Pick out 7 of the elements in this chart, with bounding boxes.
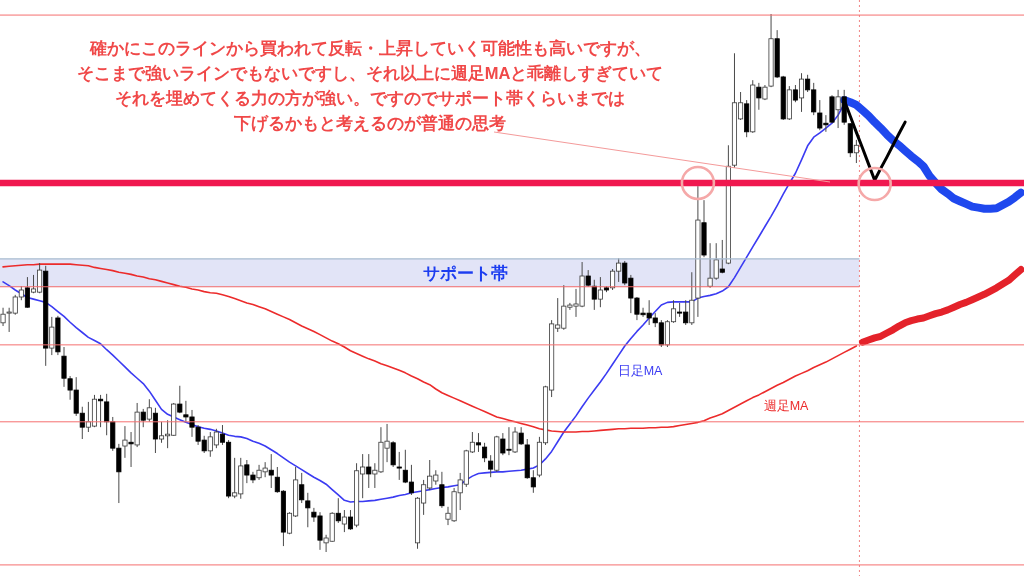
annotation: 確かにこのラインから買われて反転・上昇していく可能性も高いですが、: [89, 39, 651, 57]
annotation: 下げるかもと考えるのが普通の思考: [234, 114, 506, 132]
band-label: サポート帯: [423, 264, 509, 284]
annotation: そこまで強いラインでもないですし、それ以上に週足MAと乖離しすぎていて: [76, 64, 664, 82]
series-name: 週足MA: [763, 399, 809, 413]
series-name: 日足MA: [617, 364, 663, 378]
annotation: それを埋めてくる力の方が強い。ですのでサポート帯くらいまでは: [115, 89, 625, 107]
